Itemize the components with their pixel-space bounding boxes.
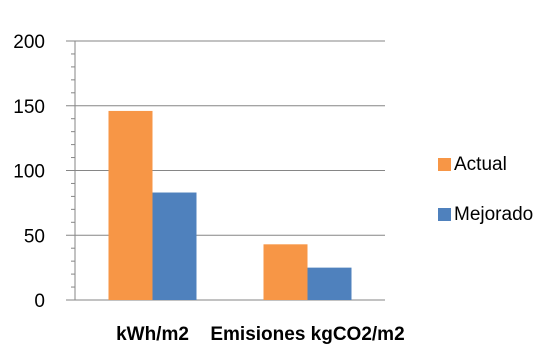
y-tick-label: 200	[13, 32, 45, 53]
bar-actual-1	[263, 244, 308, 300]
legend: Actual Mejorado	[438, 154, 533, 225]
bars	[108, 110, 352, 301]
legend-swatch-mejorado	[438, 208, 451, 221]
legend-label-actual: Actual	[454, 154, 507, 175]
x-category-label: kWh/m2	[116, 324, 189, 345]
y-tick-label: 50	[24, 226, 45, 247]
bar-mejorado-0	[152, 192, 197, 300]
y-tick-label: 150	[13, 97, 45, 118]
legend-swatch-actual	[438, 158, 451, 171]
x-axis-category-labels: kWh/m2 Emisiones kgCO2/m2	[116, 324, 405, 345]
y-tick-label: 100	[13, 162, 45, 183]
y-axis-tick-labels: 0 50 100 150 200	[13, 32, 45, 312]
bar-actual-0	[108, 110, 153, 301]
y-axis-minor-ticks	[71, 53, 75, 288]
x-category-label: Emisiones kgCO2/m2	[210, 324, 404, 345]
bar-mejorado-1	[307, 267, 352, 300]
y-tick-label: 0	[34, 291, 45, 312]
legend-label-mejorado: Mejorado	[454, 204, 533, 225]
